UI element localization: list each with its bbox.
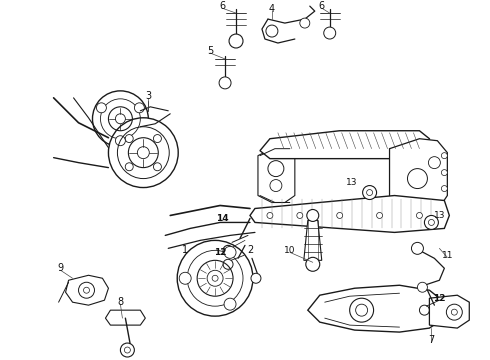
Text: 2: 2 xyxy=(247,246,253,255)
Circle shape xyxy=(78,282,95,298)
Circle shape xyxy=(229,34,243,48)
Circle shape xyxy=(179,272,191,284)
Circle shape xyxy=(350,298,373,322)
Circle shape xyxy=(307,210,319,221)
Text: 1: 1 xyxy=(182,246,188,255)
Polygon shape xyxy=(304,220,322,260)
Polygon shape xyxy=(390,139,447,216)
Circle shape xyxy=(224,298,236,310)
Circle shape xyxy=(306,257,320,271)
Circle shape xyxy=(153,163,161,171)
Circle shape xyxy=(268,161,284,177)
Polygon shape xyxy=(250,195,449,233)
Circle shape xyxy=(251,273,261,283)
Polygon shape xyxy=(429,295,469,328)
Text: 13: 13 xyxy=(434,211,445,220)
Circle shape xyxy=(377,212,383,219)
Text: 7: 7 xyxy=(428,335,435,345)
Polygon shape xyxy=(66,275,108,305)
Circle shape xyxy=(363,185,377,199)
Circle shape xyxy=(267,212,273,219)
Text: 6: 6 xyxy=(318,1,325,11)
Circle shape xyxy=(93,91,148,147)
Text: 12: 12 xyxy=(214,248,226,257)
Circle shape xyxy=(297,212,303,219)
Circle shape xyxy=(416,212,422,219)
Text: 8: 8 xyxy=(117,297,123,307)
Circle shape xyxy=(224,246,236,258)
Text: 4: 4 xyxy=(269,4,275,14)
Circle shape xyxy=(417,282,427,292)
Text: 10: 10 xyxy=(284,246,295,255)
Circle shape xyxy=(153,135,161,143)
Polygon shape xyxy=(258,149,295,203)
Text: 12: 12 xyxy=(433,294,445,303)
Text: 11: 11 xyxy=(441,251,453,260)
Polygon shape xyxy=(308,285,444,332)
Text: 6: 6 xyxy=(219,1,225,11)
Circle shape xyxy=(121,343,134,357)
Polygon shape xyxy=(105,310,146,325)
Text: 14: 14 xyxy=(216,214,228,223)
Circle shape xyxy=(324,27,336,39)
Circle shape xyxy=(446,304,462,320)
Circle shape xyxy=(412,242,423,254)
Circle shape xyxy=(300,18,310,28)
Circle shape xyxy=(270,180,282,192)
Text: 5: 5 xyxy=(207,46,213,56)
Text: 13: 13 xyxy=(346,178,357,187)
Circle shape xyxy=(125,163,133,171)
Circle shape xyxy=(134,103,145,113)
Circle shape xyxy=(125,135,133,143)
Text: 3: 3 xyxy=(145,91,151,101)
Circle shape xyxy=(428,157,441,168)
Circle shape xyxy=(441,170,447,176)
Circle shape xyxy=(266,25,278,37)
Circle shape xyxy=(108,118,178,188)
Circle shape xyxy=(424,216,439,229)
Circle shape xyxy=(408,168,427,189)
Circle shape xyxy=(97,103,106,113)
Circle shape xyxy=(337,212,343,219)
Circle shape xyxy=(177,240,253,316)
Circle shape xyxy=(441,185,447,192)
Circle shape xyxy=(219,77,231,89)
Polygon shape xyxy=(260,131,429,159)
Text: 9: 9 xyxy=(57,263,64,273)
Circle shape xyxy=(441,153,447,159)
Circle shape xyxy=(116,136,125,146)
